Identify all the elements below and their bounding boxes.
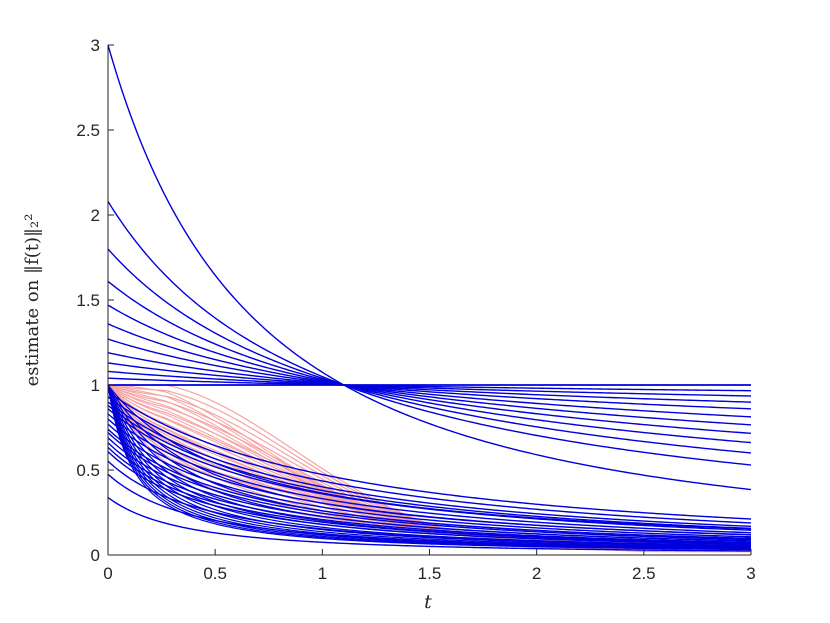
y-tick-label: 3 <box>91 36 100 55</box>
y-tick-group: 0 0.5 1 1.5 2 2.5 3 <box>76 36 114 565</box>
blue-curve <box>107 384 752 545</box>
blue-curve <box>107 384 752 536</box>
blue-curve <box>107 377 752 392</box>
x-tick-label: 2 <box>532 564 541 583</box>
blue-curve <box>107 201 752 466</box>
x-tick-label: 2.5 <box>632 564 656 583</box>
blue-curve <box>107 384 752 547</box>
blue-curve <box>107 413 752 534</box>
y-tick-label: 2.5 <box>76 121 100 140</box>
blue-curve <box>107 370 752 397</box>
blue-curve <box>107 352 752 410</box>
blue-curve <box>107 304 752 435</box>
blue-curve <box>107 384 752 546</box>
x-tick-label: 0.5 <box>203 564 227 583</box>
blue-curve <box>107 384 752 549</box>
blue-curve <box>107 384 752 530</box>
blue-curve <box>107 384 752 539</box>
x-tick-group: 0 0.5 1 1.5 2 2.5 3 <box>103 549 756 583</box>
x-tick-label: 1 <box>318 564 327 583</box>
blue-curve <box>107 384 752 544</box>
blue-curve-group <box>107 44 752 552</box>
blue-curve <box>107 384 752 548</box>
x-axis-label: t <box>424 591 432 613</box>
x-tick-label: 3 <box>746 564 755 583</box>
blue-curve <box>107 323 752 426</box>
blue-curve <box>107 442 752 544</box>
x-tick-label: 1.5 <box>418 564 442 583</box>
blue-curve <box>107 446 752 545</box>
blue-curve <box>107 280 752 444</box>
blue-curve <box>107 384 752 542</box>
blue-curve <box>107 391 752 520</box>
y-axis-label: estimate on ‖f(t)‖₂² <box>22 214 43 387</box>
y-tick-label: 0.5 <box>76 461 100 480</box>
blue-curve <box>107 338 752 418</box>
y-tick-label: 0 <box>91 546 100 565</box>
y-tick-label: 1.5 <box>76 291 100 310</box>
blue-curve <box>107 396 752 524</box>
blue-curve <box>107 384 752 551</box>
blue-curve <box>107 248 752 454</box>
x-tick-label: 0 <box>103 564 112 583</box>
y-tick-label: 1 <box>91 376 100 395</box>
blue-curve <box>107 401 752 528</box>
blue-curve <box>107 408 752 531</box>
blue-curve <box>107 44 752 491</box>
blue-curve <box>107 423 752 538</box>
blue-curve <box>107 362 752 403</box>
y-tick-label: 2 <box>91 206 100 225</box>
